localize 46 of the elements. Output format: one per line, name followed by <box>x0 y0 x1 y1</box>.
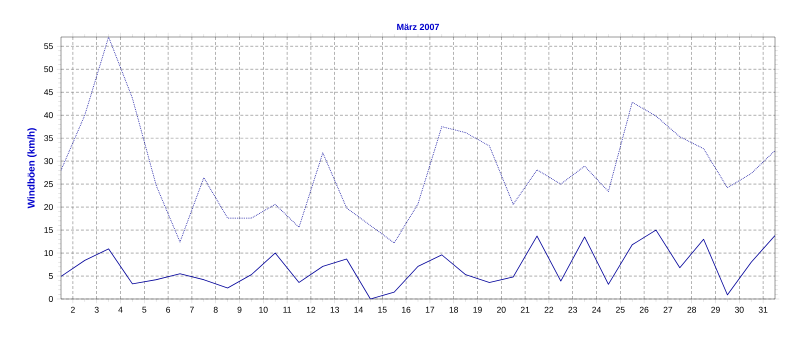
x-tick-label: 26 <box>640 306 648 313</box>
y-tick-label: 55 <box>44 43 53 50</box>
x-tick-label: 19 <box>473 306 482 313</box>
x-tick-label: 21 <box>520 306 530 313</box>
x-tick-label: 4 <box>118 306 123 313</box>
x-tick-label: 13 <box>330 306 340 313</box>
x-tick-label: 31 <box>758 306 768 313</box>
y-tick-label: 50 <box>44 66 53 72</box>
y-tick-label: 0 <box>48 296 53 302</box>
x-tick-label: 25 <box>616 306 625 313</box>
x-tick-label: 15 <box>378 306 387 313</box>
x-tick-label: 16 <box>402 306 410 313</box>
y-tick-label: 25 <box>44 181 53 188</box>
x-tick-label: 27 <box>664 306 672 313</box>
x-tick-label: 2 <box>70 306 75 313</box>
y-axis-title: Windböen (km/h) <box>27 128 37 208</box>
line-series <box>61 230 776 299</box>
x-tick-label: 14 <box>354 306 363 313</box>
x-tick-label: 18 <box>450 306 458 313</box>
x-tick-label: 7 <box>190 306 194 313</box>
x-tick-label: 23 <box>568 306 578 313</box>
y-tick-label: 30 <box>44 158 53 164</box>
x-tick-label: 20 <box>497 306 506 313</box>
x-tick-label: 28 <box>687 306 696 313</box>
y-tick-label: 5 <box>48 273 53 279</box>
chart-title: März 2007 <box>397 24 440 30</box>
x-tick-label: 9 <box>238 306 242 313</box>
y-tick-label: 10 <box>44 250 53 256</box>
y-tick-label: 15 <box>44 227 53 233</box>
x-tick-label: 30 <box>734 306 744 313</box>
y-tick-label: 40 <box>44 112 53 118</box>
x-tick-label: 29 <box>711 306 720 313</box>
line-series <box>61 37 776 244</box>
x-tick-label: 8 <box>214 306 218 313</box>
y-tick-label: 45 <box>44 89 53 96</box>
x-tick-label: 6 <box>166 306 170 313</box>
x-tick-label: 12 <box>306 306 316 313</box>
x-tick-label: 3 <box>94 306 99 313</box>
y-tick-label: 20 <box>44 204 53 210</box>
x-tick-label: 17 <box>426 306 434 313</box>
x-tick-label: 10 <box>259 306 268 313</box>
x-tick-label: 11 <box>283 306 292 313</box>
y-tick-label: 35 <box>44 135 53 142</box>
x-tick-label: 22 <box>544 306 554 313</box>
x-tick-label: 24 <box>592 306 601 313</box>
x-tick-label: 5 <box>142 306 146 313</box>
